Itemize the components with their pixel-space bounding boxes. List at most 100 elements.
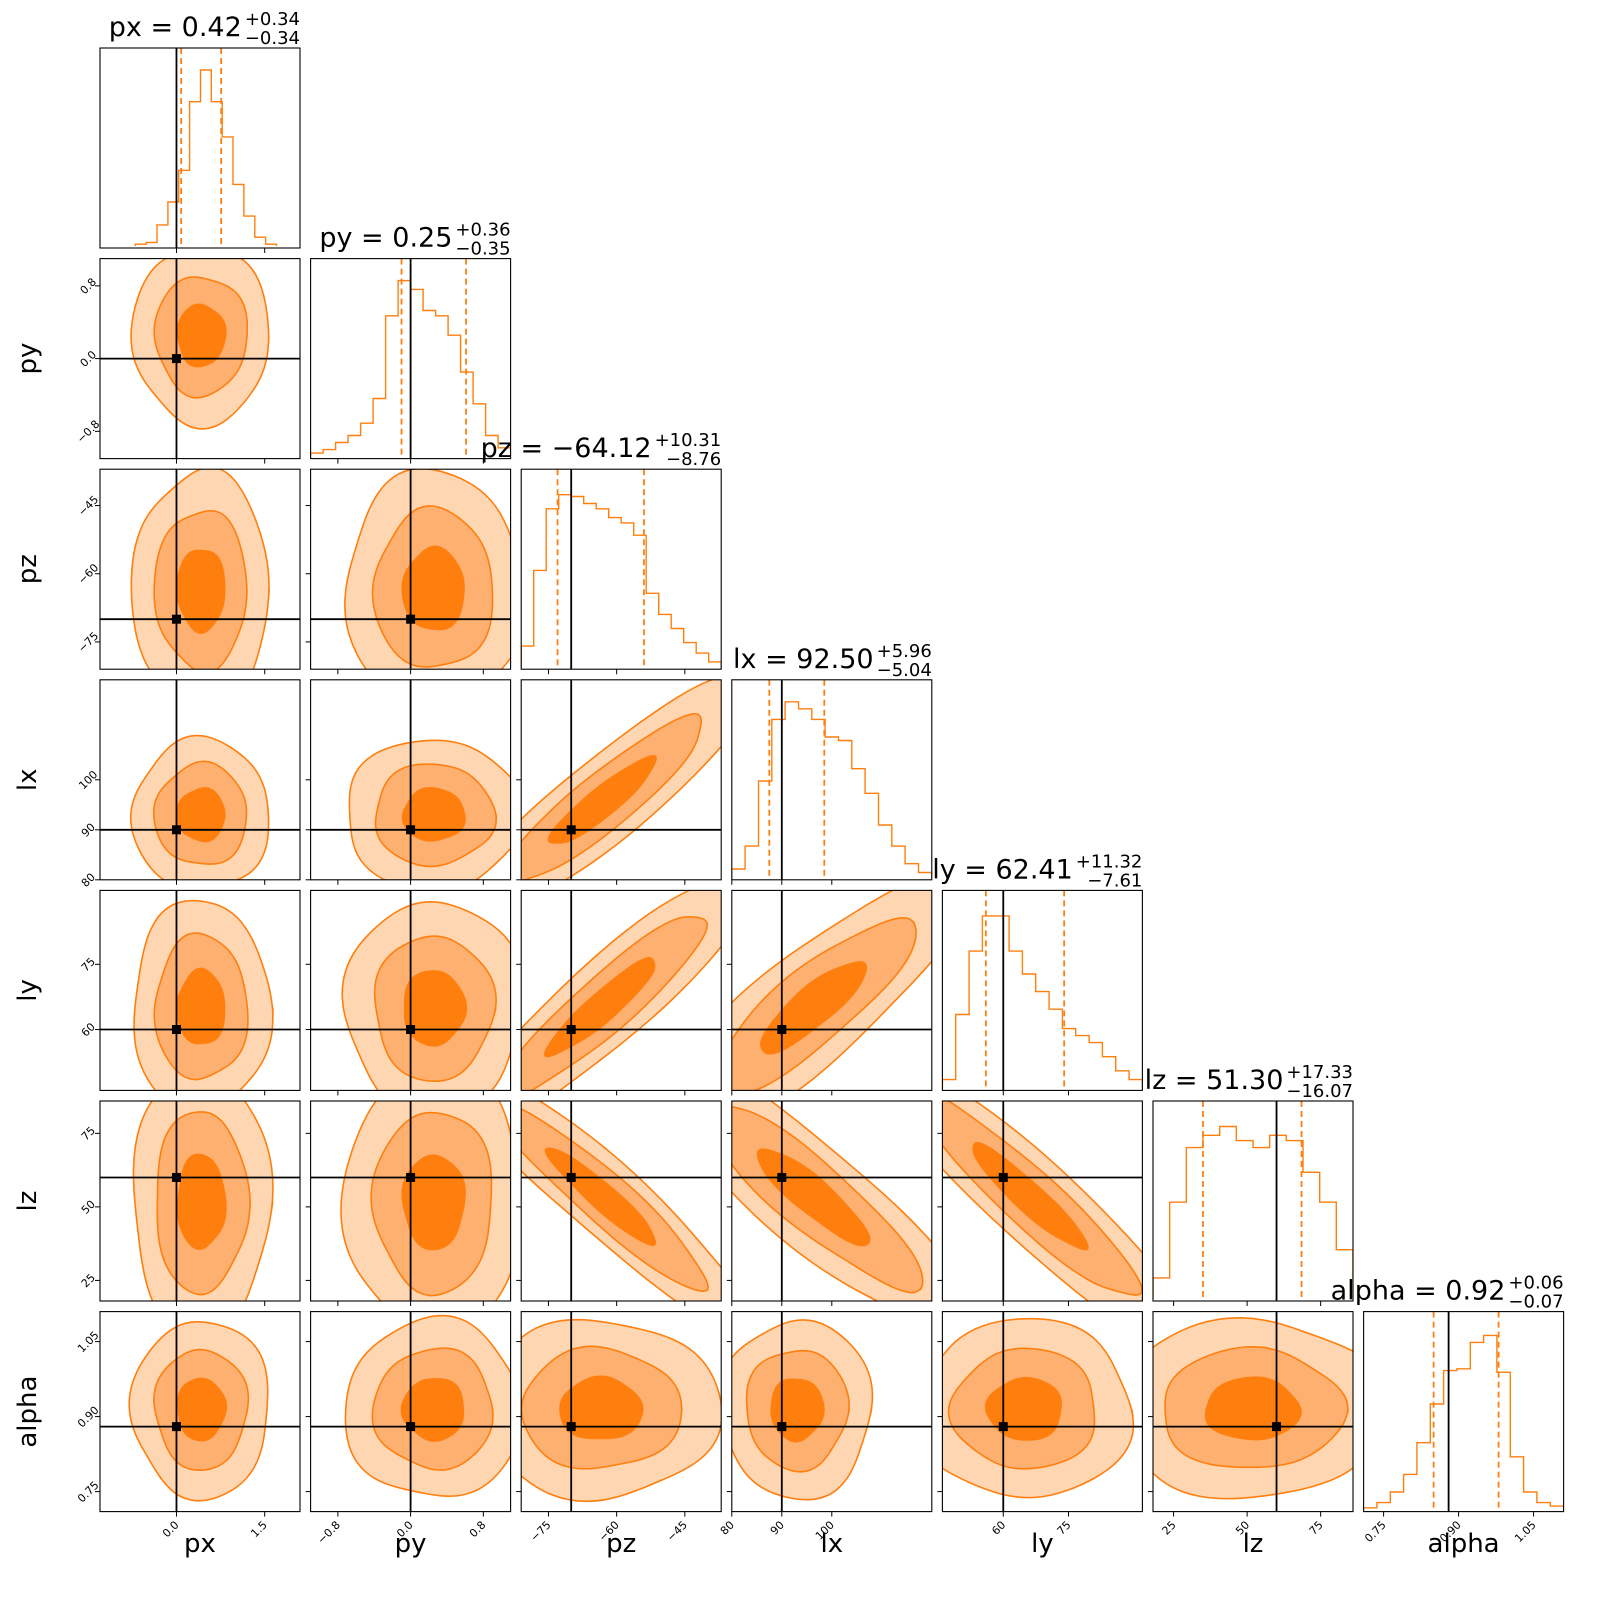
panel-px-ly: 60 75 <box>79 889 301 1096</box>
y-axis-label-py: py <box>13 343 43 375</box>
title-minus-px: −0.34 <box>245 28 300 49</box>
panel-lx-alpha: 80 90 100 <box>718 1311 933 1543</box>
title-py: py = 0.25 <box>319 223 452 254</box>
y-tick-label-py: 0.8 <box>78 275 100 297</box>
contour-inner-py-lz <box>401 1154 466 1251</box>
panel-lz-alpha: 25 50 75 <box>1148 1311 1354 1538</box>
panel-frame <box>520 1100 722 1302</box>
truth-marker-py-pz <box>406 614 416 624</box>
y-tick-label-pz: −45 <box>76 493 102 519</box>
x-tick-label-alpha: 0.75 <box>1362 1519 1389 1546</box>
title-px: px = 0.42 <box>109 12 242 43</box>
x-tick-label-py: 0.8 <box>467 1519 489 1541</box>
panel-frame <box>520 889 722 1091</box>
panel-lx-hist: lx = 92.50 +5.96−5.04 <box>731 641 933 885</box>
y-tick-label-lx: 90 <box>79 821 98 840</box>
y-tick-label-lx: 80 <box>79 871 98 890</box>
contour-inner-lx-ly <box>760 961 868 1055</box>
y-axis-label-alpha: alpha <box>13 1376 43 1448</box>
panel-lx-lz <box>726 1100 933 1306</box>
panel-pz-alpha: −75 −60 −45 <box>516 1311 722 1545</box>
y-tick-label-lz: 50 <box>79 1198 98 1217</box>
histogram-px <box>134 69 278 246</box>
title-plus-px: +0.34 <box>245 9 300 30</box>
x-axis-label-ly: ly <box>1031 1529 1054 1559</box>
truth-marker-lx-alpha <box>777 1422 787 1432</box>
panel-ly-alpha: 60 75 <box>937 1311 1143 1538</box>
panel-frame <box>520 468 722 670</box>
panel-pz-lx <box>516 679 722 885</box>
panel-pz-hist: pz = −64.12 +10.31−8.76 <box>481 430 722 675</box>
truth-marker-px-pz <box>171 614 181 624</box>
y-axis-label-lz: lz <box>13 1191 43 1212</box>
contour-inner-pz-lz <box>544 1147 657 1247</box>
panel-frame <box>1152 1311 1354 1513</box>
panel-pz-ly <box>516 889 722 1096</box>
panel-frame <box>99 468 301 670</box>
truth-marker-py-lz <box>406 1172 416 1182</box>
histogram-lx <box>731 701 932 878</box>
panel-px-alpha: 0.0 1.50.750.901.05 <box>75 1311 301 1541</box>
title-plus-lz: +17.33 <box>1286 1062 1353 1083</box>
y-axis-label-ly: ly <box>13 979 43 1002</box>
truth-marker-ly-alpha <box>998 1422 1008 1432</box>
title-pz: pz = −64.12 <box>481 433 652 464</box>
x-axis-label-alpha: alpha <box>1428 1529 1500 1559</box>
x-tick-label-px: 0.0 <box>160 1519 182 1541</box>
panel-py-lz <box>305 1100 512 1306</box>
title-plus-alpha: +0.06 <box>1508 1273 1563 1294</box>
y-tick-label-ly: 75 <box>79 955 98 974</box>
panel-frame <box>99 47 301 249</box>
x-tick-label-py: −0.8 <box>315 1519 343 1547</box>
truth-marker-lz-alpha <box>1272 1422 1282 1432</box>
title-minus-lx: −5.04 <box>877 660 932 681</box>
y-tick-label-lx: 100 <box>76 768 100 792</box>
x-tick-label-lx: 80 <box>718 1519 737 1538</box>
y-tick-label-ly: 60 <box>79 1020 98 1039</box>
panel-frame <box>731 679 933 881</box>
x-axis-label-lz: lz <box>1243 1529 1264 1559</box>
x-tick-label-lz: 25 <box>1160 1519 1179 1538</box>
panel-frame <box>99 1311 301 1513</box>
x-axis-label-py: py <box>395 1529 427 1559</box>
panel-ly-hist: ly = 62.41 +11.32−7.61 <box>932 851 1143 1096</box>
panel-frame <box>941 1311 1143 1513</box>
y-tick-label-lz: 25 <box>79 1271 98 1290</box>
title-lz: lz = 51.30 <box>1145 1065 1284 1096</box>
truth-marker-pz-lx <box>566 825 576 835</box>
truth-marker-px-lz <box>171 1172 181 1182</box>
x-tick-label-pz: −75 <box>528 1519 554 1545</box>
y-tick-label-py: 0.0 <box>78 348 100 370</box>
title-plus-pz: +10.31 <box>655 430 722 451</box>
x-tick-label-ly: 60 <box>989 1519 1008 1538</box>
histogram-ly <box>942 915 1143 1089</box>
contour-inner-pz-lx <box>547 754 658 844</box>
truth-marker-lx-lz <box>777 1172 787 1182</box>
panel-px-pz: −75 −60 −45 <box>76 468 301 675</box>
panel-alpha-hist: alpha = 0.92 +0.06−0.070.75 0.90 1.05 <box>1331 1273 1565 1546</box>
panel-frame <box>1363 1311 1565 1513</box>
title-lx: lx = 92.50 <box>733 644 874 675</box>
contour-inner-py-pz <box>401 545 465 631</box>
panel-frame <box>941 1100 1143 1302</box>
truth-marker-ly-lz <box>998 1172 1008 1182</box>
y-tick-label-lz: 75 <box>79 1124 98 1143</box>
title-alpha: alpha = 0.92 <box>1331 1276 1506 1307</box>
panel-py-lx <box>305 679 512 885</box>
title-minus-ly: −7.61 <box>1087 870 1142 891</box>
x-tick-label-pz: −45 <box>664 1519 690 1545</box>
truth-marker-lx-ly <box>777 1025 787 1035</box>
title-minus-pz: −8.76 <box>666 449 721 470</box>
truth-marker-py-ly <box>406 1025 416 1035</box>
panel-frame <box>1152 1100 1354 1302</box>
y-tick-label-pz: −60 <box>76 561 102 587</box>
panel-py-pz <box>305 468 512 675</box>
y-tick-label-pz: −75 <box>76 629 102 655</box>
truth-marker-px-lx <box>171 825 181 835</box>
x-tick-label-lx: 90 <box>768 1519 787 1538</box>
panel-py-ly <box>305 889 512 1096</box>
panel-px-py: −0.80.00.8 <box>74 258 301 464</box>
panel-lx-ly <box>726 889 933 1096</box>
title-plus-py: +0.36 <box>455 220 510 241</box>
